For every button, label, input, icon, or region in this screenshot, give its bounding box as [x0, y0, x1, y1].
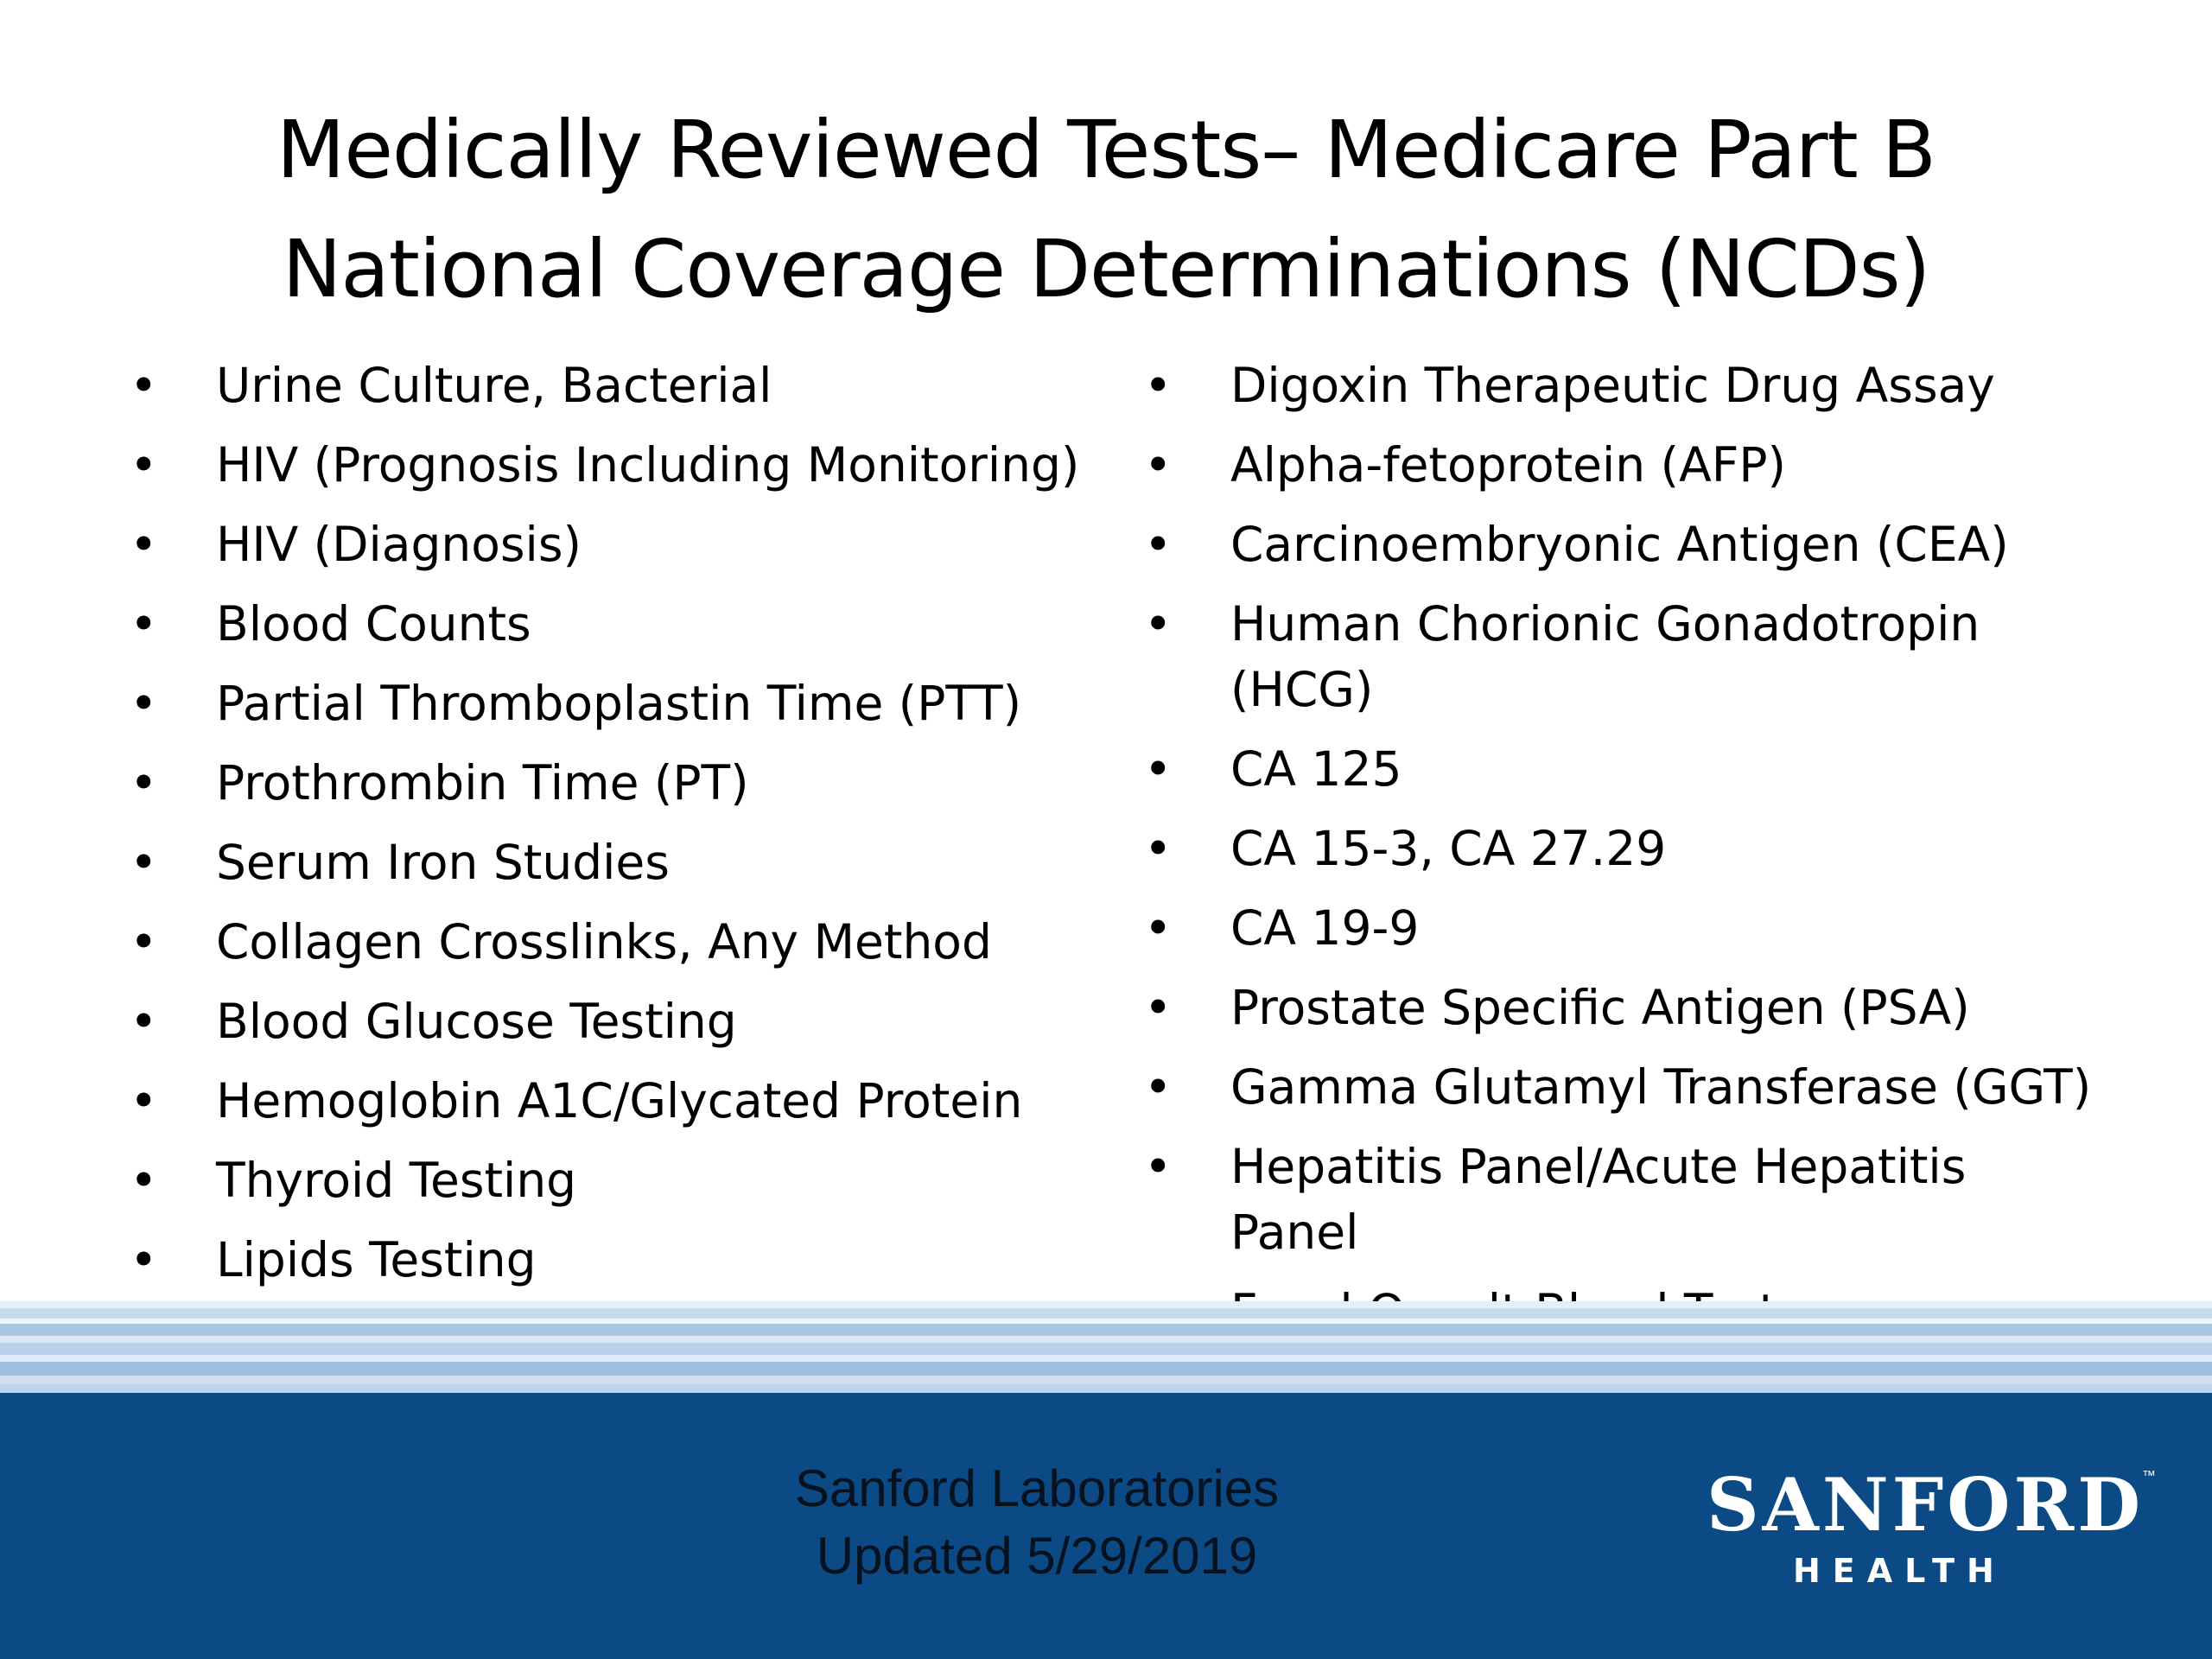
list-item-text: Prothrombin Time (PT) [216, 755, 749, 810]
bullet-icon: • [1144, 437, 1173, 493]
list-item-text: Digoxin Therapeutic Drug Assay [1230, 358, 1995, 413]
list-item-text: Alpha-fetoprotein (AFP) [1230, 437, 1786, 493]
list-item-text: Blood Counts [216, 596, 531, 652]
bullet-icon: • [130, 517, 158, 572]
logo-trademark: ™ [2142, 1469, 2156, 1484]
list-item: • Collagen Crosslinks, Any Method [130, 909, 1123, 975]
title-line-2: National Coverage Determinations (NCDs) [282, 223, 1931, 315]
bullet-icon: • [130, 1073, 158, 1128]
list-item-text: HIV (Prognosis Including Monitoring) [216, 437, 1080, 493]
right-test-list: • Digoxin Therapeutic Drug Assay • Alpha-fe… [1144, 353, 2103, 1358]
list-item: • CA 125 [1144, 736, 2103, 802]
bullet-icon: • [130, 358, 158, 413]
bullet-icon: • [1144, 1139, 1173, 1194]
list-item: • Urine Culture, Bacterial [130, 353, 1123, 418]
list-item-text: Hemoglobin A1C/Glycated Protein [216, 1073, 1023, 1128]
list-item: • HIV (Prognosis Including Monitoring) [130, 432, 1123, 498]
list-item-text: CA 15-3, CA 27.29 [1230, 821, 1667, 876]
bullet-icon: • [130, 676, 158, 731]
footer-lab-name: Sanford Laboratories [794, 1459, 1280, 1517]
logo-wordmark: SANFORD [1707, 1462, 2145, 1548]
list-item: • Partial Thromboplastin Time (PTT) [130, 671, 1123, 736]
list-item: • Gamma Glutamyl Transferase (GGT) [1144, 1054, 2103, 1120]
bullet-icon: • [1144, 596, 1173, 652]
title-line-1: Medically Reviewed Tests– Medicare Part … [276, 104, 1936, 196]
list-item-text: Prostate Specific Antigen (PSA) [1230, 980, 1970, 1035]
list-item: • Lipids Testing [130, 1227, 1123, 1293]
list-item-text: Urine Culture, Bacterial [216, 358, 772, 413]
list-item-text: Collagen Crosslinks, Any Method [216, 914, 992, 969]
list-item: • Prothrombin Time (PT) [130, 750, 1123, 816]
bullet-icon: • [130, 835, 158, 890]
bullet-icon: • [130, 1232, 158, 1287]
bullet-icon: • [1144, 1059, 1173, 1115]
bullet-icon: • [1144, 517, 1173, 572]
bullet-icon: • [130, 994, 158, 1049]
sanford-health-logo: SANFORD ™ HEALTH [1707, 1464, 2156, 1593]
list-item-text: Carcinoembryonic Antigen (CEA) [1230, 517, 2009, 572]
list-item-text: Blood Glucose Testing [216, 994, 737, 1049]
list-item: • Blood Glucose Testing [130, 988, 1123, 1054]
left-test-list: • Urine Culture, Bacterial • HIV (Prognosis… [130, 353, 1123, 1306]
decorative-stripe-band [0, 1301, 2212, 1393]
list-item: • HIV (Diagnosis) [130, 512, 1123, 577]
list-item: • Human Chorionic Gonadotropin (HCG) [1144, 591, 2103, 722]
footer-bar: Sanford Laboratories Updated 5/29/2019 S… [0, 1393, 2212, 1659]
logo-subtitle: HEALTH [1793, 1552, 2006, 1590]
list-item: • Serum Iron Studies [130, 830, 1123, 895]
list-item: • Prostate Specific Antigen (PSA) [1144, 975, 2103, 1040]
bullet-icon: • [130, 596, 158, 652]
list-item-text: CA 19-9 [1230, 900, 1420, 956]
list-item-text: Lipids Testing [216, 1232, 537, 1287]
bullet-icon: • [1144, 900, 1173, 956]
list-item: • Thyroid Testing [130, 1147, 1123, 1213]
bullet-icon: • [1144, 980, 1173, 1035]
list-item-text: Gamma Glutamyl Transferase (GGT) [1230, 1059, 2092, 1115]
bullet-icon: • [130, 1153, 158, 1208]
list-item-text: Serum Iron Studies [216, 835, 670, 890]
list-item: • CA 15-3, CA 27.29 [1144, 816, 2103, 881]
list-item: • Carcinoembryonic Antigen (CEA) [1144, 512, 2103, 577]
bullet-icon: • [130, 437, 158, 493]
bullet-icon: • [130, 755, 158, 810]
list-item: • Hepatitis Panel/Acute Hepatitis Panel [1144, 1134, 2103, 1265]
list-item: • CA 19-9 [1144, 895, 2103, 961]
bullet-icon: • [1144, 358, 1173, 413]
bullet-icon: • [1144, 741, 1173, 797]
bullet-icon: • [1144, 821, 1173, 876]
list-item: • Hemoglobin A1C/Glycated Protein [130, 1068, 1123, 1134]
footer-caption: Sanford Laboratories Updated 5/29/2019 [709, 1455, 1365, 1590]
list-item: • Digoxin Therapeutic Drug Assay [1144, 353, 2103, 418]
list-item: • Alpha-fetoprotein (AFP) [1144, 432, 2103, 498]
footer-updated-date: Updated 5/29/2019 [816, 1527, 1258, 1585]
list-item-text: Hepatitis Panel/Acute Hepatitis Panel [1230, 1139, 1967, 1260]
list-item: • Blood Counts [130, 591, 1123, 657]
bullet-icon: • [130, 914, 158, 969]
list-item-text: Partial Thromboplastin Time (PTT) [216, 676, 1022, 731]
slide-title: Medically Reviewed Tests– Medicare Part … [0, 91, 2212, 329]
list-item-text: CA 125 [1230, 741, 1402, 797]
list-item-text: Human Chorionic Gonadotropin (HCG) [1230, 596, 1980, 717]
list-item-text: Thyroid Testing [216, 1153, 577, 1208]
list-item-text: HIV (Diagnosis) [216, 517, 582, 572]
